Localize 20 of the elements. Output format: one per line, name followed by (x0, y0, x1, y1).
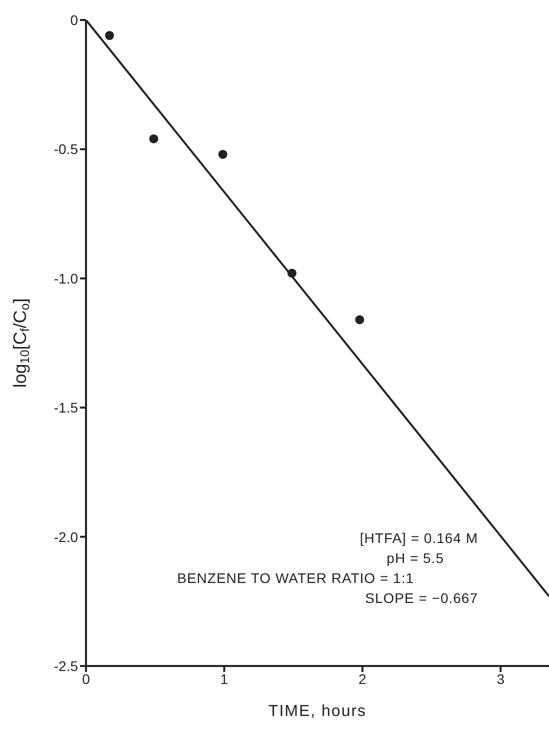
point (104, 31, 114, 40)
x-tick-label: 0 (82, 670, 90, 687)
x-tick-label: 3 (496, 670, 505, 687)
point (355, 315, 364, 324)
point (218, 150, 228, 159)
annotation: pH = 5.5 (386, 549, 445, 568)
y-tick-label: -2.0 (54, 528, 78, 545)
x-tick-label: 1 (220, 670, 228, 687)
annotation: SLOPE = −0.667 (364, 589, 478, 608)
y-tick-label: 0 (70, 12, 78, 28)
x-tick-label: 2 (358, 670, 367, 687)
annotation: [HTFA] = 0.164 M (358, 529, 478, 548)
annotation: BENZENE TO WATER RATIO = 1:1 (176, 569, 415, 588)
y-tick-label: -1.5 (54, 400, 78, 416)
y-tick-label: -1.0 (54, 270, 78, 286)
x-axis-title: TIME, hours (268, 703, 367, 720)
y-tick-label: -2.5 (54, 658, 78, 674)
y-tick-label: -0.5 (54, 141, 78, 158)
point (287, 268, 296, 278)
point (149, 134, 158, 144)
